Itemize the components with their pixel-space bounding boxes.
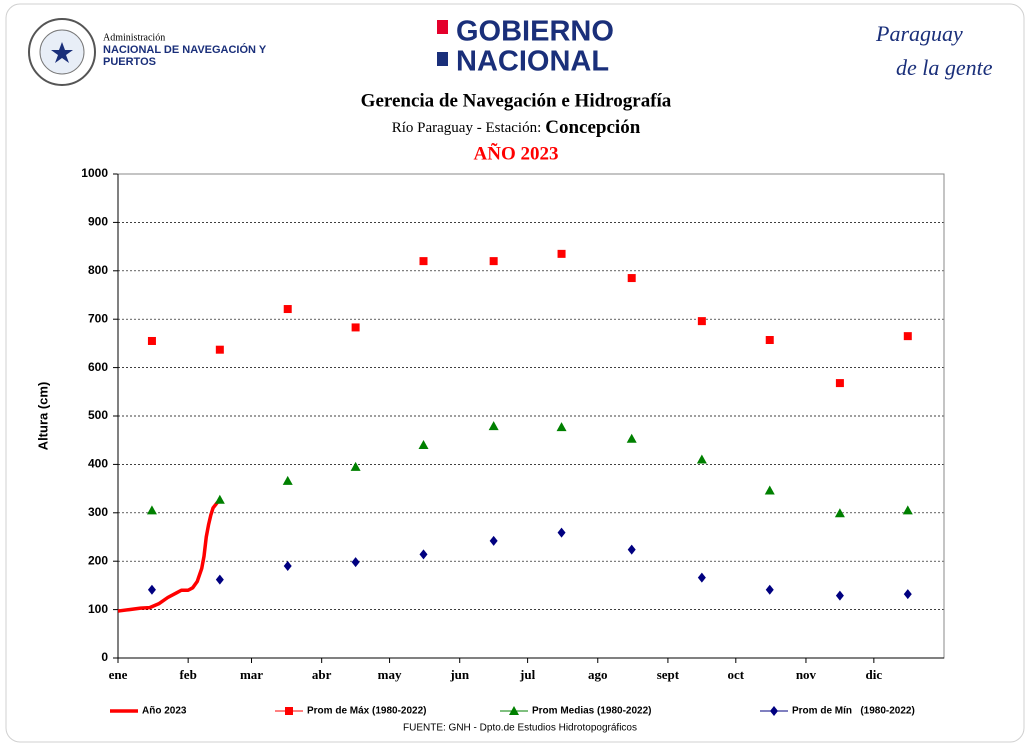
x-tick-label: oct bbox=[727, 667, 744, 682]
x-tick-label: mar bbox=[240, 667, 263, 682]
marker-diamond bbox=[903, 589, 912, 600]
marker-square bbox=[697, 317, 706, 326]
x-tick-label: ago bbox=[588, 667, 608, 682]
y-tick-label: 0 bbox=[101, 650, 108, 664]
y-tick-label: 200 bbox=[88, 553, 108, 567]
seal-star bbox=[51, 42, 73, 63]
x-tick-label: nov bbox=[796, 667, 817, 682]
y-tick-label: 900 bbox=[88, 215, 108, 229]
marker-triangle bbox=[556, 422, 567, 432]
marker-diamond bbox=[835, 590, 844, 601]
y-tick-label: 300 bbox=[88, 505, 108, 519]
chart-title: Gerencia de Navegación e Hidrografía bbox=[361, 90, 672, 111]
x-tick-label: may bbox=[378, 667, 402, 682]
legend-label: Año 2023 bbox=[142, 706, 187, 717]
gov-blue bbox=[437, 52, 448, 66]
year-label: AÑO 2023 bbox=[474, 142, 559, 164]
slogan: de la gente bbox=[896, 55, 993, 80]
marker-diamond bbox=[765, 584, 774, 595]
agency-small: Administración bbox=[103, 32, 165, 43]
chart-subtitle: Río Paraguay - Estación: Concepción bbox=[392, 117, 641, 138]
x-tick-label: sept bbox=[657, 667, 680, 682]
marker-diamond bbox=[283, 561, 292, 572]
station: Concepción bbox=[545, 117, 640, 138]
y-tick-label: 1000 bbox=[81, 166, 108, 180]
marker-diamond bbox=[557, 527, 566, 538]
legend-label: Prom de Mín (1980-2022) bbox=[792, 706, 915, 717]
marker-triangle bbox=[282, 475, 293, 485]
y-tick-label: 500 bbox=[88, 408, 108, 422]
marker-triangle bbox=[350, 461, 361, 471]
x-tick-label: jun bbox=[449, 667, 470, 682]
marker-triangle bbox=[488, 421, 499, 431]
marker-square bbox=[351, 323, 360, 332]
marker-square bbox=[147, 336, 156, 345]
marker-triangle bbox=[902, 505, 913, 515]
marker-square bbox=[557, 249, 566, 258]
marker-triangle bbox=[764, 485, 775, 495]
marker-triangle bbox=[834, 508, 845, 518]
legend-label: Prom de Máx (1980-2022) bbox=[307, 706, 427, 717]
source: FUENTE: GNH - Dpto.de Estudios Hidrotopo… bbox=[403, 723, 637, 734]
x-tick-label: jul bbox=[519, 667, 536, 682]
gov-text: NACIONAL bbox=[456, 46, 609, 78]
marker-diamond bbox=[419, 549, 428, 560]
marker-square bbox=[835, 379, 844, 388]
marker-diamond bbox=[770, 706, 778, 716]
marker-square bbox=[283, 305, 292, 314]
marker-diamond bbox=[351, 557, 360, 568]
agency-line: PUERTOS bbox=[103, 56, 156, 68]
agency-line: NACIONAL DE NAVEGACIÓN Y bbox=[103, 43, 267, 56]
marker-square bbox=[215, 345, 224, 354]
x-tick-label: feb bbox=[179, 667, 196, 682]
subtitle: Río Paraguay - Estación: bbox=[392, 120, 542, 136]
y-tick-label: 400 bbox=[88, 457, 108, 471]
x-tick-label: abr bbox=[312, 667, 332, 682]
slogan: Paraguay bbox=[875, 21, 963, 46]
x-tick-label: dic bbox=[866, 667, 883, 682]
y-tick-label: 800 bbox=[88, 263, 108, 277]
marker-diamond bbox=[627, 544, 636, 555]
marker-square bbox=[627, 274, 636, 283]
marker-square bbox=[285, 707, 293, 715]
gov-red bbox=[437, 20, 448, 34]
y-tick-label: 600 bbox=[88, 360, 108, 374]
marker-diamond bbox=[147, 584, 156, 595]
marker-square bbox=[419, 257, 428, 266]
marker-triangle bbox=[214, 494, 225, 504]
y-tick-label: 100 bbox=[88, 602, 108, 616]
y-tick-label: 700 bbox=[88, 311, 108, 325]
frame bbox=[5, 3, 1025, 743]
marker-square bbox=[765, 336, 774, 345]
marker-triangle bbox=[509, 706, 519, 715]
marker-diamond bbox=[215, 574, 224, 585]
x-tick-label: ene bbox=[109, 667, 128, 682]
marker-triangle bbox=[696, 454, 707, 464]
marker-triangle bbox=[418, 440, 429, 450]
gov-text: GOBIERNO bbox=[456, 16, 614, 48]
marker-diamond bbox=[697, 572, 706, 583]
marker-triangle bbox=[146, 505, 157, 515]
marker-triangle bbox=[626, 433, 637, 443]
legend-label: Prom Medias (1980-2022) bbox=[532, 706, 652, 717]
marker-diamond bbox=[489, 535, 498, 546]
marker-square bbox=[489, 257, 498, 266]
marker-square bbox=[903, 332, 912, 341]
y-axis-label: Altura (cm) bbox=[35, 382, 50, 451]
series-line bbox=[117, 501, 219, 613]
